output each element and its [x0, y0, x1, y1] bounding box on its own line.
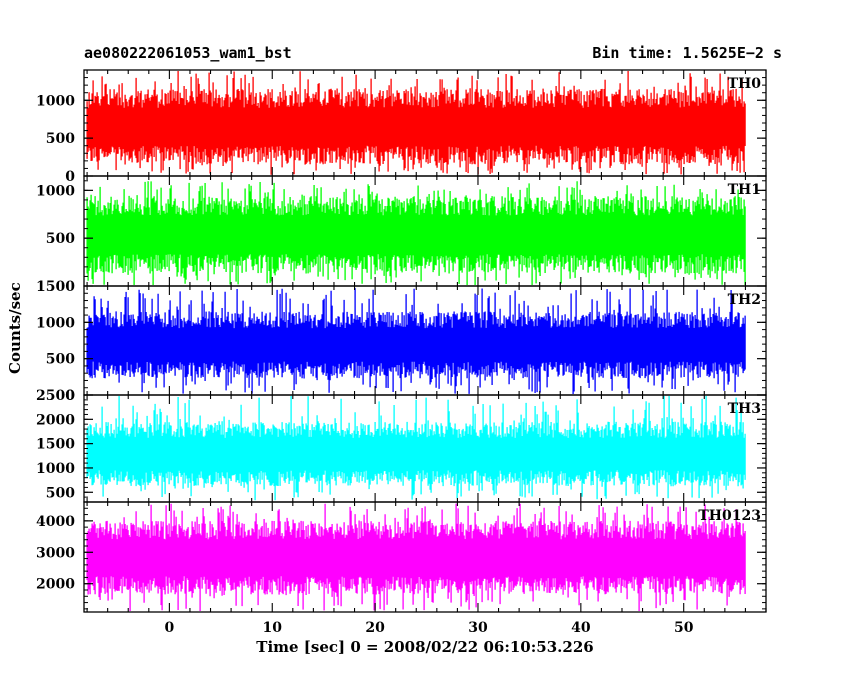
y-tick-label: 1000 — [36, 93, 75, 109]
y-tick-label: 3000 — [36, 545, 75, 561]
panel-frame-th0123 — [83, 501, 767, 613]
series-th1 — [86, 181, 746, 285]
panel-label-th1: TH1 — [728, 182, 761, 198]
x-tick-label: 20 — [365, 620, 385, 636]
x-axis-label-wrap: Time [sec] 0 = 2008/02/22 06:10:53.226 — [0, 638, 850, 656]
x-tick-label: 50 — [674, 620, 694, 636]
bin-time-label: Bin time: 1.5625E−2 s — [592, 44, 782, 62]
series-th0 — [86, 71, 746, 175]
series-th2 — [86, 288, 746, 394]
y-tick-label: 500 — [46, 352, 75, 368]
y-tick-label: 4000 — [36, 514, 75, 530]
y-tick-label: 1500 — [36, 279, 75, 295]
y-tick-label: 1000 — [36, 315, 75, 331]
y-tick-label: 2500 — [36, 388, 75, 404]
y-tick-label: 2000 — [36, 412, 75, 428]
object-name-label: ae080222061053_wam1_bst — [84, 44, 292, 62]
x-tick-label: 40 — [571, 620, 591, 636]
y-tick-label: 500 — [46, 231, 75, 247]
y-tick-label: 500 — [46, 131, 75, 147]
x-axis-label: Time [sec] 0 = 2008/02/22 06:10:53.226 — [256, 638, 594, 656]
y-tick-label: 2000 — [36, 577, 75, 593]
y-tick-label: 500 — [46, 485, 75, 501]
panel-label-th2: TH2 — [728, 292, 761, 308]
series-th0123 — [86, 503, 746, 611]
x-tick-label: 0 — [165, 620, 175, 636]
y-tick-label: 0 — [65, 388, 75, 404]
y-axis-label: Counts/sec — [6, 282, 24, 374]
panel-label-th3: TH3 — [728, 401, 761, 417]
y-tick-label: 0 — [65, 169, 75, 185]
y-tick-label: 1000 — [36, 461, 75, 477]
panel-label-th0123: TH0123 — [698, 508, 761, 524]
series-th3 — [86, 396, 746, 501]
y-tick-label: 1500 — [36, 437, 75, 453]
y-tick-label: 1000 — [36, 183, 75, 199]
x-tick-label: 30 — [468, 620, 488, 636]
x-tick-label: 10 — [263, 620, 283, 636]
panel-label-th0: TH0 — [728, 76, 762, 92]
